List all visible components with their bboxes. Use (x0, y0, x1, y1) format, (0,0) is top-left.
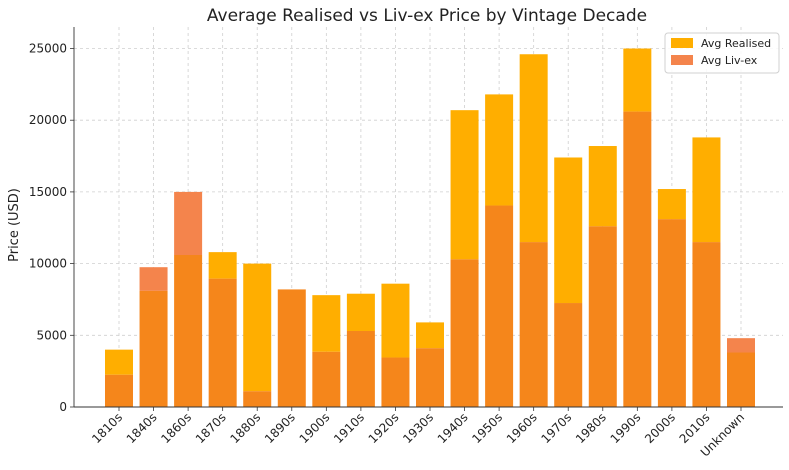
bar-overlap (174, 255, 203, 407)
bar-avg-realised (588, 146, 617, 227)
x-tick-label: 1980s (573, 410, 609, 446)
y-tick-label: 0 (59, 400, 67, 414)
bar-overlap (485, 205, 514, 407)
bar-overlap (727, 352, 755, 407)
x-tick-label: 1870s (193, 410, 229, 446)
bar-avg-realised (692, 137, 721, 243)
bar-avg-realised (416, 322, 444, 349)
bar-overlap (450, 259, 479, 407)
bar-avg-realised (623, 48, 652, 112)
bar-overlap (208, 278, 237, 407)
bar-overlap (554, 303, 583, 407)
y-tick-label: 10000 (29, 257, 67, 271)
bar-avg-realised (208, 252, 237, 279)
bar-overlap (243, 391, 272, 407)
bar-avg-realised (450, 110, 479, 260)
x-tick-label: 1970s (538, 410, 574, 446)
bar-overlap (623, 111, 652, 408)
chart-title: Average Realised vs Liv-ex Price by Vint… (207, 6, 647, 26)
x-tick-label: 1900s (297, 410, 333, 446)
bar-avg-livex (174, 191, 203, 255)
legend-swatch (671, 38, 693, 48)
bar-overlap (277, 289, 306, 407)
bar-avg-realised (243, 263, 272, 392)
x-tick-label: 1950s (469, 410, 505, 446)
bar-avg-realised (381, 283, 410, 358)
y-ticks: 0 5000 10000 15000 20000 25000 (29, 42, 74, 414)
y-tick-label: 25000 (29, 42, 67, 56)
bar-overlap (346, 331, 375, 407)
axes (73, 27, 783, 408)
bar-avg-livex (727, 338, 755, 353)
bar-overlap (588, 226, 617, 407)
x-ticks: 1810s1840s1860s1870s1880s1890s1900s1910s… (89, 407, 747, 460)
bar-overlap (692, 242, 721, 407)
bars (105, 48, 755, 408)
bar-overlap (105, 374, 133, 407)
legend-label: Avg Realised (701, 37, 771, 50)
bar-avg-realised (312, 295, 341, 352)
y-axis-label: Price (USD) (7, 188, 22, 262)
x-tick-label: 1910s (331, 410, 367, 446)
y-tick-label: 20000 (29, 113, 67, 127)
bar-overlap (139, 290, 168, 407)
x-tick-label: 1990s (608, 410, 644, 446)
bar-avg-livex (139, 267, 168, 291)
x-tick-label: 1890s (262, 410, 298, 446)
legend-label: Avg Liv-ex (701, 54, 758, 67)
bar-avg-realised (485, 94, 514, 206)
x-tick-label: 1840s (124, 410, 160, 446)
y-tick-label: 5000 (36, 328, 67, 342)
bar-overlap (657, 219, 686, 407)
x-tick-label: 1920s (366, 410, 402, 446)
x-tick-label: 2000s (642, 410, 678, 446)
bar-overlap (381, 357, 410, 407)
x-tick-label: 1810s (89, 410, 125, 446)
bar-overlap (312, 351, 341, 407)
bar-avg-realised (519, 54, 548, 243)
legend: Avg Realised Avg Liv-ex (664, 32, 780, 74)
x-tick-label: 1960s (504, 410, 540, 446)
x-tick-label: 1940s (435, 410, 471, 446)
x-tick-label: 1860s (158, 410, 194, 446)
bar-avg-realised (554, 157, 583, 304)
bar-avg-realised (346, 293, 375, 331)
bar-overlap (519, 242, 548, 407)
y-tick-label: 15000 (29, 185, 67, 199)
x-tick-label: 1880s (227, 410, 263, 446)
bar-overlap (416, 348, 444, 407)
legend-box (664, 32, 780, 74)
bar-avg-realised (105, 349, 133, 375)
legend-swatch (671, 55, 693, 65)
x-tick-label: 1930s (400, 410, 436, 446)
bar-avg-realised (657, 189, 686, 220)
